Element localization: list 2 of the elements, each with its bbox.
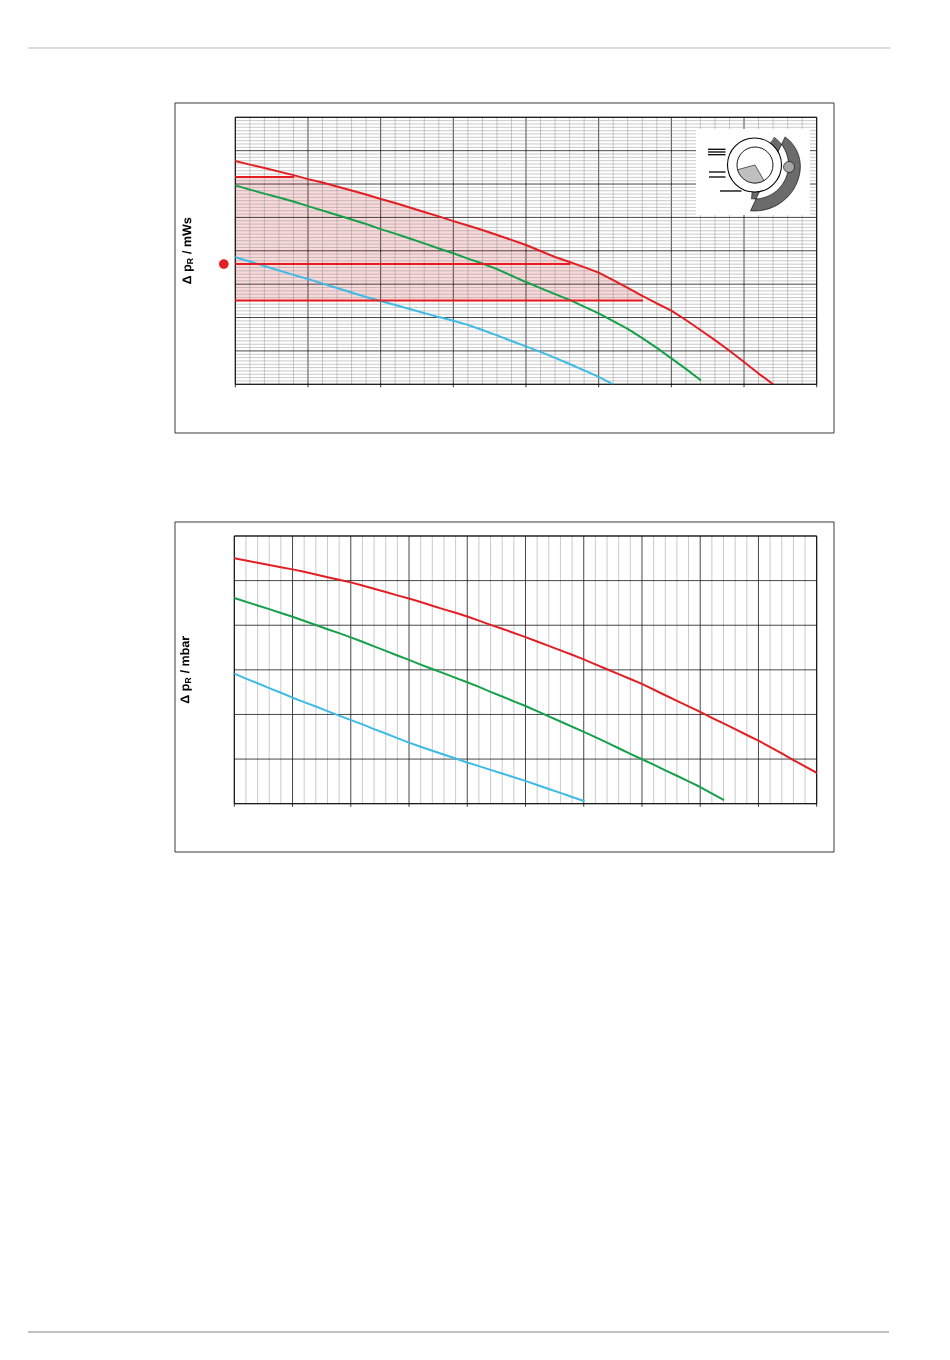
y-axis-title: Δ p$_{R}$ / mWs xyxy=(182,217,194,284)
y-axis-title: Δ p$_{R}$ / mbar xyxy=(180,636,192,704)
